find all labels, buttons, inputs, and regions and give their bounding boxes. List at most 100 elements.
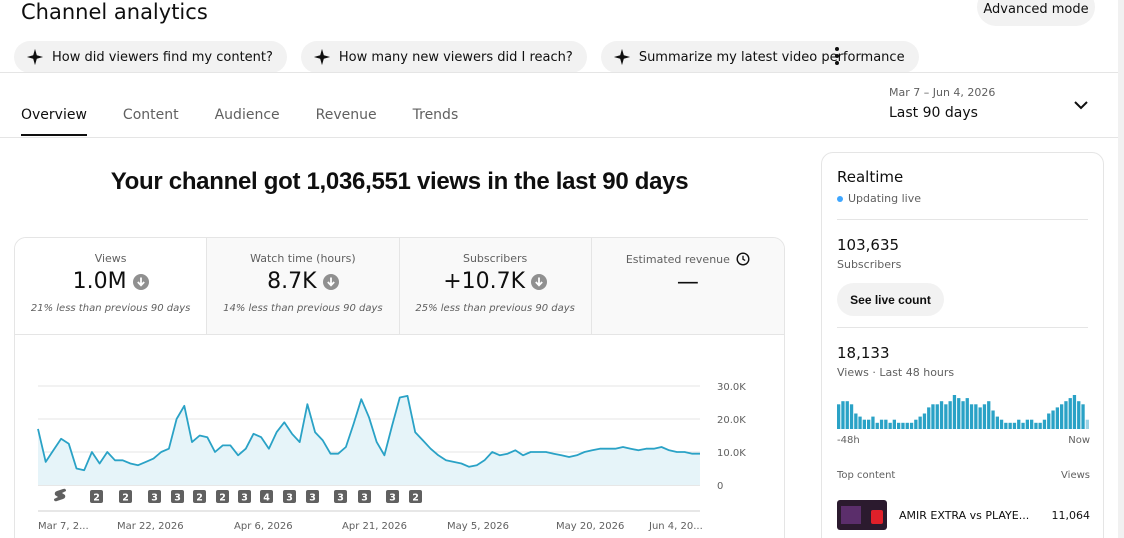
realtime-bar: [978, 407, 982, 429]
realtime-bar: [897, 422, 901, 429]
upload-marker[interactable]: 2: [409, 490, 422, 504]
scrollbar[interactable]: [1118, 0, 1124, 538]
realtime-bar: [927, 407, 931, 429]
realtime-bar: [1055, 407, 1059, 429]
realtime-bar: [969, 404, 974, 429]
upload-marker[interactable]: 3: [306, 490, 319, 504]
upload-marker[interactable]: 3: [386, 490, 399, 504]
realtime-bar: [892, 419, 896, 429]
metric-label: Views: [94, 252, 127, 265]
video-views: 11,064: [1051, 508, 1091, 522]
more-vert-icon[interactable]: [829, 46, 845, 66]
svg-text:3: 3: [309, 493, 316, 504]
subscriber-label: Subscribers: [837, 258, 902, 271]
views-chart[interactable]: 30.0K 20.0K 10.0K 0 2 2 3 3 2 2 3 4 3 3 3 3 3 2 Mar 7, 2..…: [15, 336, 785, 538]
advanced-mode-button[interactable]: Advanced mode: [977, 0, 1095, 26]
chip-viewers-find[interactable]: How did viewers find my content?: [14, 41, 287, 73]
views-line: [37, 395, 700, 472]
realtime-bar: [1077, 401, 1081, 429]
upload-marker[interactable]: 3: [171, 490, 184, 504]
realtime-bar: [991, 410, 995, 429]
chip-summarize[interactable]: Summarize my latest video performance: [600, 41, 919, 73]
realtime-bar: [888, 422, 892, 429]
upload-marker[interactable]: 2: [216, 490, 229, 504]
realtime-bar: [987, 401, 991, 429]
realtime-bar: [1064, 401, 1068, 429]
realtime-bar: [1008, 422, 1012, 429]
date-range-label: Last 90 days: [889, 105, 978, 121]
chip-label: Summarize my latest video performance: [638, 49, 905, 65]
tab-trends[interactable]: Trends: [412, 107, 459, 123]
views-area: [38, 395, 700, 485]
svg-text:3: 3: [286, 493, 293, 504]
realtime-bar: [1081, 404, 1085, 429]
upload-marker[interactable]: 3: [148, 490, 161, 504]
see-live-count-button[interactable]: See live count: [837, 283, 944, 316]
svg-text:2: 2: [196, 493, 203, 504]
realtime-bar: [858, 416, 862, 429]
realtime-bar: [837, 404, 841, 429]
realtime-bar: [909, 422, 914, 429]
realtime-bar: [961, 401, 965, 429]
metric-tabs: Views 1.0M 21% less than previous 90 day…: [15, 238, 784, 335]
realtime-bar: [1030, 419, 1034, 429]
views-headline: Your channel got 1,036,551 views in the …: [110, 168, 689, 195]
date-range-selector[interactable]: Mar 7 – Jun 4, 2026 Last 90 days: [889, 86, 995, 121]
realtime-bar-chart[interactable]: [837, 393, 1090, 429]
arrow-down-circle-icon: [132, 273, 149, 290]
chip-new-viewers[interactable]: How many new viewers did I reach?: [300, 41, 587, 73]
realtime-bar: [995, 416, 999, 429]
metric-views[interactable]: Views 1.0M 21% less than previous 90 day…: [15, 238, 208, 334]
realtime-bar: [1004, 422, 1008, 429]
metric-subscribers[interactable]: Subscribers +10.7K 25% less than previou…: [399, 238, 592, 334]
upload-marker[interactable]: 4: [260, 490, 273, 504]
upload-marker[interactable]: 3: [358, 490, 371, 504]
realtime-bar: [944, 404, 948, 429]
axis-end-label: Now: [1068, 435, 1090, 446]
realtime-bar: [901, 422, 905, 429]
y-tick-label: 20.0K: [717, 415, 746, 426]
chevron-down-icon[interactable]: [1073, 98, 1089, 112]
arrow-down-circle-icon: [531, 273, 548, 290]
realtime-bar: [952, 395, 957, 429]
realtime-bar: [935, 404, 939, 429]
top-content-label: Top content: [837, 470, 896, 481]
tab-audience[interactable]: Audience: [214, 107, 280, 123]
upload-marker[interactable]: 3: [238, 490, 251, 504]
metric-compare: 14% less than previous 90 days: [223, 303, 383, 314]
svg-text:4: 4: [263, 493, 270, 504]
realtime-bar: [1038, 422, 1042, 429]
upload-marker[interactable]: 3: [334, 490, 347, 504]
realtime-card: Realtime Updating live 103,635 Subscribe…: [821, 152, 1104, 538]
x-tick-label: May 5, 2026: [447, 521, 509, 532]
realtime-bar: [1021, 422, 1025, 429]
metric-revenue[interactable]: Estimated revenue —: [591, 238, 784, 334]
top-content-row[interactable]: AMIR EXTRA vs PLAYE... 11,064: [837, 500, 1090, 530]
shorts-marker[interactable]: [54, 488, 66, 502]
upload-marker[interactable]: 3: [283, 490, 296, 504]
realtime-bar: [1051, 410, 1055, 429]
realtime-bar: [1085, 419, 1089, 429]
realtime-bar: [871, 416, 875, 429]
chip-label: How many new viewers did I reach?: [338, 49, 573, 65]
upload-marker[interactable]: 2: [193, 490, 206, 504]
x-tick-label: Apr 6, 2026: [234, 521, 293, 532]
date-range-dates: Mar 7 – Jun 4, 2026: [889, 86, 996, 99]
realtime-bar: [1042, 419, 1047, 429]
realtime-bar: [999, 419, 1004, 429]
sparkle-icon: [26, 48, 44, 66]
tab-revenue[interactable]: Revenue: [315, 107, 377, 123]
tab-overview[interactable]: Overview: [21, 107, 87, 137]
realtime-bar: [1025, 419, 1029, 429]
upload-marker[interactable]: 2: [119, 490, 132, 504]
page-title: Channel analytics: [21, 0, 208, 24]
metric-watch-time[interactable]: Watch time (hours) 8.7K 14% less than pr…: [207, 238, 400, 334]
tab-content[interactable]: Content: [122, 107, 179, 123]
realtime-bar: [1060, 404, 1064, 429]
upload-marker[interactable]: 2: [90, 490, 103, 504]
chip-label: How did viewers find my content?: [52, 49, 273, 65]
svg-text:3: 3: [174, 493, 181, 504]
sparkle-icon: [613, 48, 630, 66]
x-tick-label: Mar 22, 2026: [117, 521, 184, 532]
